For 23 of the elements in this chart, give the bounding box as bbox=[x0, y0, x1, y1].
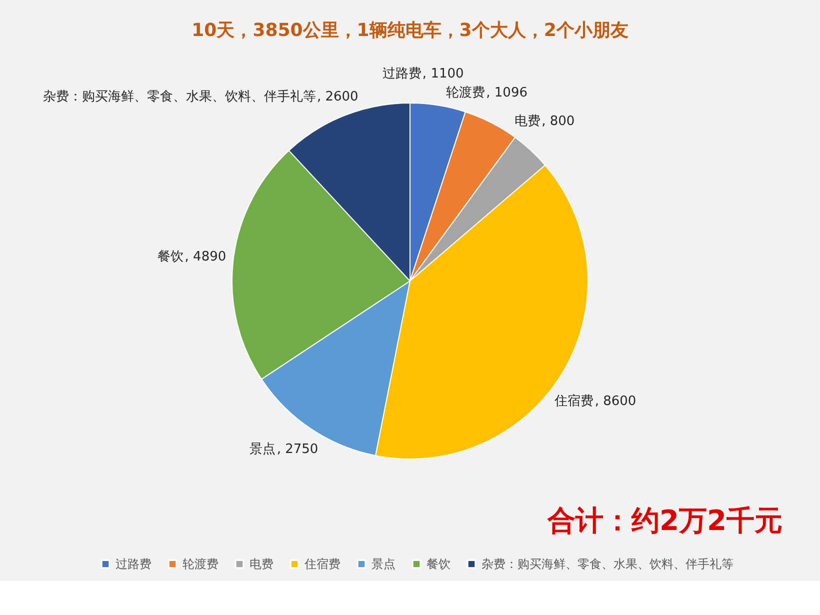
legend-label: 景点 bbox=[372, 557, 396, 572]
legend-label: 杂费：购买海鲜、零食、水果、饮料、伴手礼等 bbox=[482, 557, 734, 572]
text: 合计：约2万2千元 bbox=[546, 504, 782, 537]
slice-label: 过路费 bbox=[382, 66, 422, 82]
legend-label: 轮渡费 bbox=[182, 557, 218, 572]
data-label: , 2750 bbox=[276, 442, 318, 457]
slice-label: 住宿费 bbox=[554, 393, 594, 410]
data-label: , 2600 bbox=[316, 90, 358, 105]
legend-label: 电费 bbox=[250, 557, 274, 572]
slice-label: 轮渡费 bbox=[446, 85, 486, 100]
slice-label: 杂费：购买海鲜、零食、水果、饮料、伴手礼等 bbox=[42, 90, 316, 105]
data-label: , 1100 bbox=[422, 66, 464, 82]
slice-label: 景点 bbox=[250, 442, 276, 457]
slice-label: 电费 bbox=[514, 114, 540, 130]
data-label: , 1096 bbox=[486, 85, 528, 100]
legend-label: 过路费 bbox=[116, 557, 152, 572]
data-label: , 4890 bbox=[184, 250, 226, 265]
slice-label: 餐饮 bbox=[158, 250, 184, 265]
data-label: , 8600 bbox=[594, 394, 636, 410]
legend-label: 餐饮 bbox=[426, 557, 450, 572]
chart-title: 10天，3850公里，1辆纯电车，3个大人，2个小朋友 bbox=[192, 20, 628, 41]
legend-label: 住宿费 bbox=[304, 557, 340, 572]
data-label: , 800 bbox=[542, 114, 575, 130]
